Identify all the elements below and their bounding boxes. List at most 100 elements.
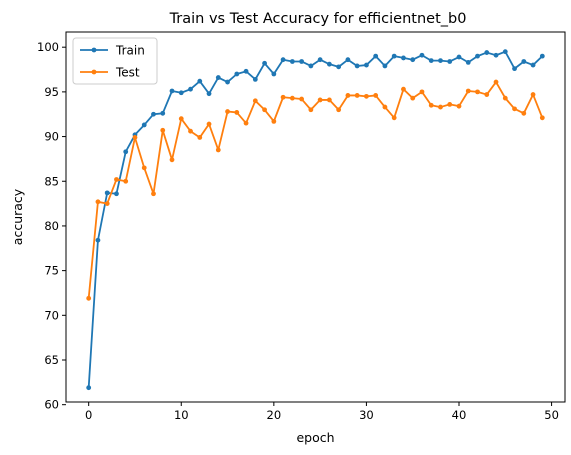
data-point-test (243, 120, 249, 126)
data-point-train (215, 75, 221, 80)
data-point-train (521, 59, 527, 64)
data-point-train (178, 90, 184, 96)
data-point-test (326, 97, 332, 103)
data-point-train (493, 52, 499, 58)
data-point-train (308, 63, 314, 69)
data-point-train (151, 111, 156, 117)
data-point-train (530, 62, 536, 68)
data-point-train (447, 59, 453, 64)
data-point-test (373, 93, 379, 98)
data-point-test (215, 147, 221, 153)
data-point-test (401, 86, 406, 92)
x-tick-label: 10 (174, 408, 189, 422)
data-point-test (104, 201, 110, 206)
y-tick-label: 95 (44, 85, 59, 99)
y-tick-label: 80 (44, 219, 59, 233)
data-point-train (206, 91, 212, 97)
data-point-train (391, 53, 397, 59)
data-point-test (178, 116, 184, 122)
data-point-test (410, 95, 416, 101)
data-point-test (141, 165, 147, 171)
data-point-test (336, 107, 342, 113)
data-point-test (86, 295, 92, 301)
data-point-train (410, 57, 416, 63)
data-point-test (151, 191, 156, 197)
data-point-test (252, 98, 258, 104)
data-point-test (188, 128, 193, 134)
data-point-train (317, 57, 323, 63)
x-axis-label: epoch (296, 430, 334, 445)
data-point-test (225, 109, 230, 114)
data-point-train (364, 62, 369, 68)
data-point-test (345, 93, 351, 98)
data-point-test (447, 101, 453, 107)
chart-title: Train vs Test Accuracy for efficientnet_… (169, 11, 467, 27)
data-point-test (234, 110, 240, 115)
x-tick-label: 30 (359, 408, 374, 422)
data-point-test (456, 103, 462, 109)
data-point-test (289, 95, 295, 101)
data-point-test (132, 135, 138, 140)
data-point-test (197, 135, 203, 140)
data-point-test (475, 89, 480, 95)
data-point-train (289, 59, 295, 64)
data-point-test (95, 199, 101, 205)
y-tick-label: 75 (44, 264, 59, 278)
data-point-train (401, 55, 406, 61)
data-point-train (465, 59, 471, 65)
data-point-test (382, 104, 388, 110)
data-point-test (512, 106, 517, 112)
data-point-train (299, 59, 305, 64)
data-point-train (160, 110, 166, 116)
data-point-test (502, 95, 508, 101)
data-point-test (271, 118, 277, 124)
data-point-train (419, 52, 425, 58)
data-point-test (123, 178, 129, 184)
data-point-train (104, 190, 110, 196)
data-point-train (225, 79, 230, 85)
data-point-train (86, 385, 92, 391)
data-point-train (373, 53, 379, 59)
data-point-test (354, 93, 360, 98)
x-tick-label: 40 (452, 408, 467, 422)
data-point-train (188, 86, 193, 92)
legend-marker-test (91, 69, 97, 75)
plot-frame (65, 31, 566, 403)
data-point-train (539, 53, 545, 59)
y-tick-label: 100 (37, 40, 59, 54)
data-point-train (428, 58, 434, 63)
data-point-train (484, 50, 490, 55)
data-point-train (336, 64, 342, 70)
data-point-train (114, 191, 119, 197)
data-point-train (252, 76, 258, 82)
data-point-test (206, 121, 212, 127)
data-point-test (160, 127, 166, 133)
data-point-test (169, 157, 175, 163)
data-point-test (299, 96, 305, 102)
legend-label-train: Train (115, 44, 145, 58)
data-point-train (234, 71, 240, 77)
data-point-test (391, 115, 397, 121)
data-point-train (475, 53, 480, 59)
data-point-train (438, 58, 443, 63)
data-point-train (141, 122, 147, 128)
data-point-train (169, 88, 175, 94)
data-point-train (243, 68, 249, 74)
series-line-test (87, 81, 544, 299)
data-point-train (197, 78, 203, 84)
series-layer (86, 49, 545, 391)
x-tick-label: 0 (85, 408, 92, 422)
y-tick-label: 85 (44, 174, 59, 188)
data-point-train (262, 60, 267, 66)
data-point-train (345, 57, 351, 63)
y-axis-label: accuracy (10, 188, 25, 245)
y-tick-label: 65 (44, 353, 59, 367)
y-tick-label: 70 (44, 308, 59, 322)
data-point-train (354, 63, 360, 69)
data-point-train (456, 54, 462, 60)
legend-marker-train (91, 47, 97, 53)
data-point-test (530, 92, 536, 97)
legend: Train Test (72, 37, 158, 85)
data-point-test (419, 89, 425, 95)
